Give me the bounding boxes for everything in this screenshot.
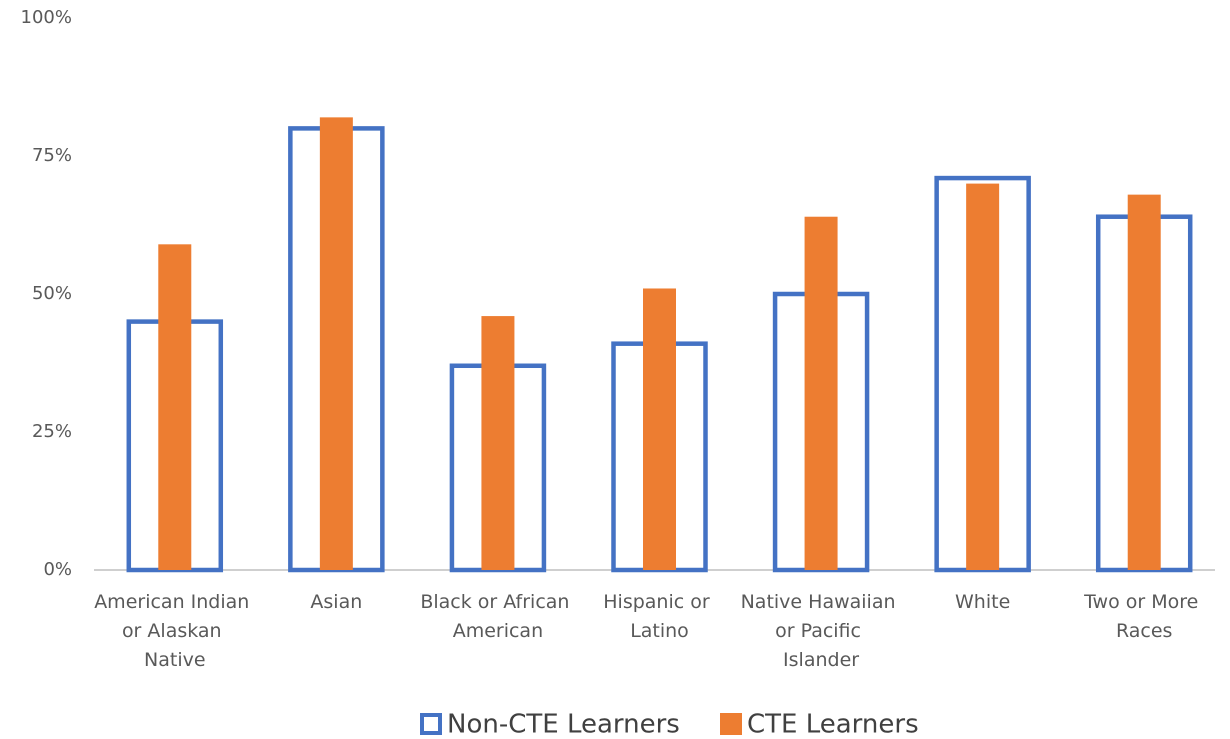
y-tick-label: 50% [32, 283, 72, 304]
y-tick-label: 25% [32, 421, 72, 442]
legend-label: CTE Learners [747, 710, 919, 739]
y-tick-label: 0% [43, 559, 72, 580]
bar [643, 288, 676, 570]
x-tick-label: Asian [310, 591, 362, 613]
bar [319, 117, 353, 571]
bar [804, 216, 838, 570]
legend-swatch [420, 713, 442, 735]
y-tick-label: 75% [32, 145, 72, 166]
x-tick-label: White [955, 591, 1010, 613]
y-tick-label: 100% [21, 7, 72, 28]
legend-label: Non-CTE Learners [447, 710, 680, 739]
bar [1127, 194, 1161, 570]
bar [966, 183, 1000, 570]
bar [158, 244, 192, 570]
x-tick-label: Black or African American [420, 591, 575, 642]
x-tick-label: Native Hawaiian or Pacific Islander [741, 591, 902, 671]
legend-swatch [720, 713, 742, 735]
x-tick-label: Hispanic or Latino [603, 591, 715, 642]
x-tick-label: American Indian or Alaskan Native [94, 591, 255, 671]
bar [481, 316, 515, 570]
x-tick-label: Two or More Races [1083, 591, 1204, 642]
